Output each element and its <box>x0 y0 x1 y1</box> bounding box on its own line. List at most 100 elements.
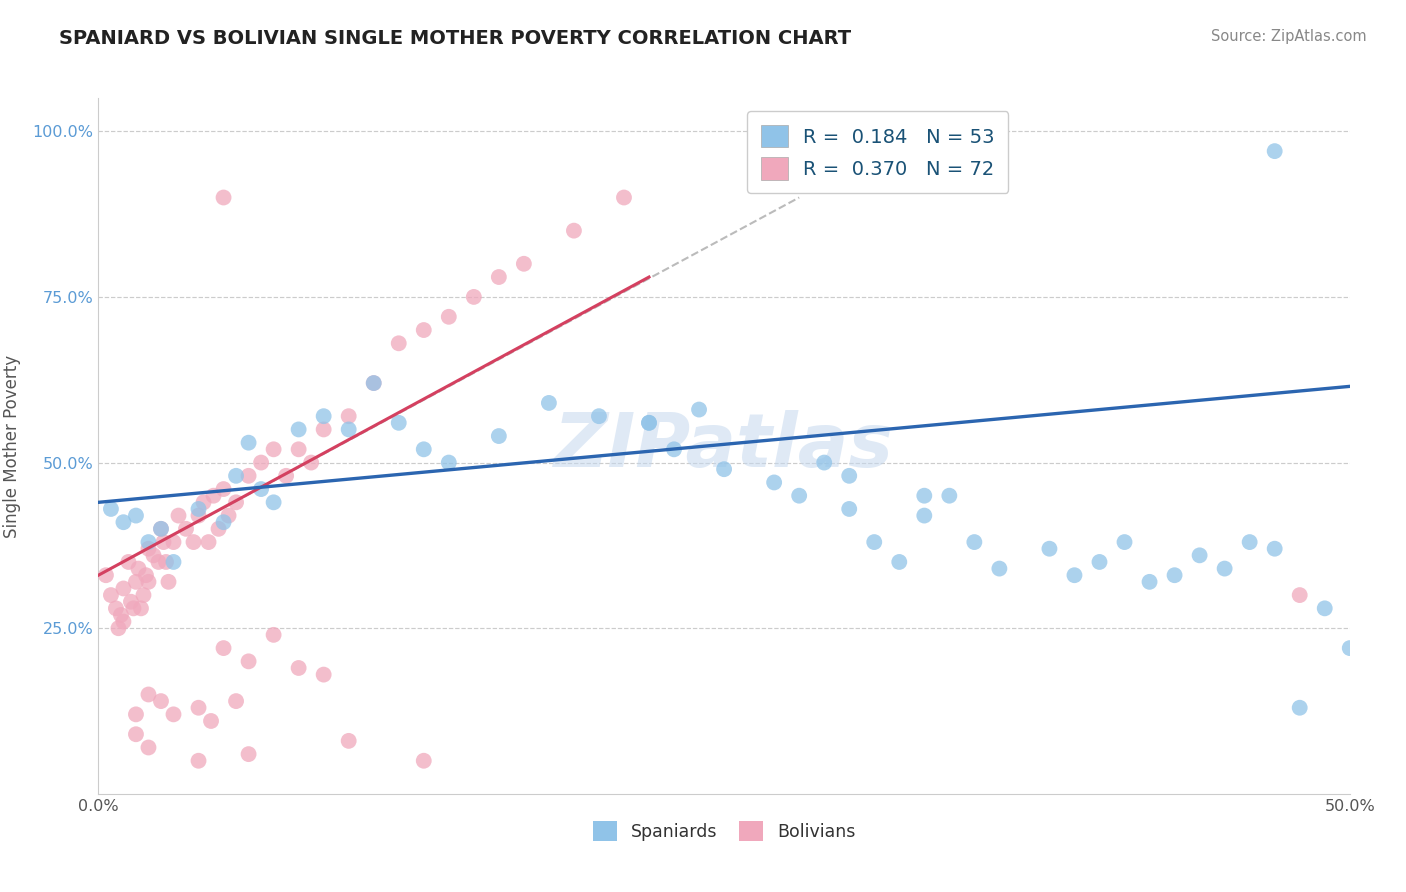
Point <box>412 442 434 457</box>
Point <box>138 541 160 556</box>
Point <box>938 489 960 503</box>
Legend: Spaniards, Bolivians: Spaniards, Bolivians <box>586 814 862 847</box>
Point <box>263 495 285 509</box>
Point <box>187 754 209 768</box>
Point <box>138 688 160 702</box>
Point <box>312 422 335 436</box>
Point <box>135 568 157 582</box>
Point <box>1114 535 1136 549</box>
Point <box>100 588 122 602</box>
Point <box>125 574 148 589</box>
Point <box>129 601 152 615</box>
Point <box>167 508 190 523</box>
Point <box>912 508 935 523</box>
Point <box>463 290 485 304</box>
Point <box>963 535 986 549</box>
Point <box>613 190 636 204</box>
Point <box>912 489 935 503</box>
Point <box>1188 549 1211 563</box>
Point <box>312 667 335 681</box>
Point <box>1038 541 1060 556</box>
Point <box>138 740 160 755</box>
Point <box>1288 588 1310 602</box>
Point <box>125 727 148 741</box>
Point <box>107 621 129 635</box>
Point <box>287 661 309 675</box>
Point <box>112 615 135 629</box>
Point <box>388 336 411 351</box>
Point <box>212 515 235 529</box>
Point <box>437 456 460 470</box>
Point <box>662 442 685 457</box>
Point <box>127 561 149 575</box>
Point <box>688 402 710 417</box>
Point <box>488 429 510 443</box>
Point <box>122 601 145 615</box>
Text: SPANIARD VS BOLIVIAN SINGLE MOTHER POVERTY CORRELATION CHART: SPANIARD VS BOLIVIAN SINGLE MOTHER POVER… <box>59 29 851 47</box>
Point <box>1139 574 1161 589</box>
Point <box>1063 568 1085 582</box>
Point <box>863 535 886 549</box>
Point <box>162 535 184 549</box>
Point <box>513 257 536 271</box>
Point <box>193 495 215 509</box>
Point <box>1264 144 1286 158</box>
Point <box>412 754 434 768</box>
Point <box>537 396 560 410</box>
Point <box>312 409 335 424</box>
Point <box>1239 535 1261 549</box>
Point <box>174 522 197 536</box>
Point <box>1088 555 1111 569</box>
Point <box>225 495 247 509</box>
Point <box>207 522 229 536</box>
Point <box>562 224 585 238</box>
Point <box>125 508 148 523</box>
Point <box>988 561 1011 575</box>
Point <box>112 582 135 596</box>
Point <box>202 489 225 503</box>
Point <box>225 468 247 483</box>
Point <box>713 462 735 476</box>
Point <box>889 555 911 569</box>
Point <box>250 482 273 496</box>
Point <box>588 409 610 424</box>
Point <box>238 654 260 668</box>
Point <box>813 456 835 470</box>
Point <box>638 416 661 430</box>
Point <box>150 522 173 536</box>
Point <box>94 568 117 582</box>
Point <box>187 700 209 714</box>
Point <box>299 456 322 470</box>
Point <box>1288 700 1310 714</box>
Point <box>1213 561 1236 575</box>
Point <box>200 714 222 728</box>
Point <box>104 601 127 615</box>
Point <box>337 734 360 748</box>
Text: ZIPatlas: ZIPatlas <box>554 409 894 483</box>
Point <box>197 535 219 549</box>
Point <box>1313 601 1336 615</box>
Point <box>117 555 139 569</box>
Point <box>150 694 173 708</box>
Point <box>337 422 360 436</box>
Point <box>263 628 285 642</box>
Point <box>162 555 184 569</box>
Point <box>763 475 786 490</box>
Point <box>212 190 235 204</box>
Point <box>274 468 298 483</box>
Point <box>337 409 360 424</box>
Point <box>287 422 309 436</box>
Point <box>388 416 411 430</box>
Point <box>155 555 177 569</box>
Point <box>238 468 260 483</box>
Point <box>250 456 273 470</box>
Point <box>138 535 160 549</box>
Point <box>363 376 385 390</box>
Point <box>1339 641 1361 656</box>
Point <box>100 502 122 516</box>
Point <box>112 515 135 529</box>
Point <box>212 482 235 496</box>
Point <box>218 508 240 523</box>
Point <box>212 641 235 656</box>
Point <box>488 270 510 285</box>
